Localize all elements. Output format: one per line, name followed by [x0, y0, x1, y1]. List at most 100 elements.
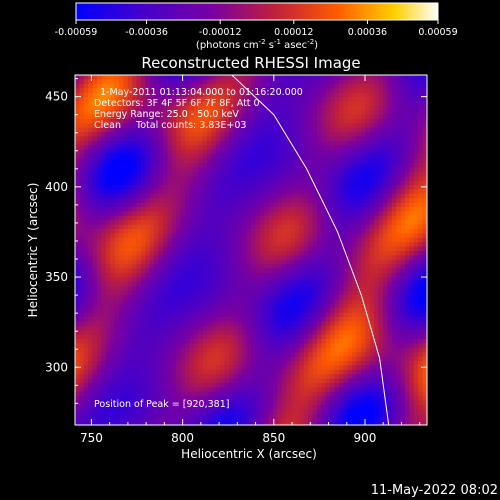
heatmap-cell — [400, 119, 406, 124]
heatmap-cell — [193, 255, 199, 261]
heatmap-cell — [88, 75, 93, 80]
heatmap-cell — [101, 277, 107, 283]
heatmap-cell — [233, 343, 239, 349]
heatmap-cell — [180, 145, 186, 151]
heatmap-cell — [127, 215, 133, 221]
heatmap-cell — [185, 268, 190, 274]
heatmap-cell — [101, 295, 107, 300]
heatmap-cell — [171, 215, 177, 221]
heatmap-cell — [207, 246, 212, 252]
heatmap-cell — [220, 233, 225, 239]
heatmap-cell — [163, 229, 168, 234]
heatmap-cell — [343, 295, 349, 300]
heatmap-cell — [312, 185, 318, 190]
heatmap-cell — [246, 273, 252, 278]
heatmap-cell — [237, 220, 243, 225]
heatmap-cell — [215, 290, 221, 296]
heatmap-cell — [114, 255, 120, 261]
heatmap-cell — [127, 308, 133, 313]
heatmap-cell — [119, 158, 124, 164]
heatmap-cell — [374, 101, 379, 107]
heatmap-cell — [127, 277, 133, 283]
heatmap-cell — [347, 268, 353, 274]
heatmap-cell — [303, 92, 309, 98]
heatmap-cell — [105, 339, 111, 344]
heatmap-cell — [119, 97, 124, 102]
heatmap-cell — [299, 110, 305, 115]
heatmap-cell — [180, 189, 186, 195]
heatmap-cell — [92, 114, 98, 120]
heatmap-cell — [422, 215, 427, 221]
heatmap-cell — [413, 277, 419, 283]
heatmap-cell — [189, 273, 195, 278]
heatmap-cell — [251, 268, 256, 274]
heatmap-cell — [105, 286, 111, 291]
heatmap-cell — [237, 286, 243, 291]
heatmap-cell — [264, 330, 269, 335]
heatmap-cell — [321, 312, 327, 318]
heatmap-cell — [88, 277, 93, 283]
heatmap-cell — [347, 321, 353, 327]
heatmap-cell — [171, 132, 177, 137]
heatmap-cell — [167, 101, 173, 107]
heatmap-cell — [330, 259, 335, 265]
heatmap-cell — [374, 343, 379, 349]
heatmap-cell — [79, 141, 85, 146]
heatmap-cell — [387, 110, 393, 115]
heatmap-cell — [352, 202, 357, 208]
heatmap-cell — [396, 114, 401, 120]
heatmap-cell — [229, 242, 234, 247]
heatmap-cell — [83, 325, 89, 331]
heatmap-cell — [409, 88, 415, 93]
heatmap-cell — [193, 312, 199, 318]
heatmap-cell — [189, 75, 195, 80]
heatmap-cell — [211, 119, 217, 124]
heatmap-cell — [281, 110, 287, 115]
heatmap-cell — [255, 242, 261, 247]
heatmap-cell — [158, 295, 164, 300]
heatmap-cell — [224, 88, 230, 93]
heatmap-cell — [101, 317, 107, 322]
heatmap-cell — [105, 114, 111, 120]
heatmap-cell — [127, 141, 133, 146]
heatmap-cell — [220, 97, 225, 102]
heatmap-cell — [193, 299, 199, 305]
heatmap-cell — [75, 255, 80, 261]
heatmap-cell — [277, 308, 283, 313]
heatmap-cell — [136, 224, 142, 230]
heatmap-cell — [167, 295, 173, 300]
heatmap-cell — [110, 237, 115, 243]
heatmap-cell — [391, 303, 397, 309]
heatmap-cell — [79, 303, 85, 309]
heatmap-cell — [369, 220, 375, 225]
heatmap-cell — [207, 233, 212, 239]
heatmap-cell — [352, 114, 357, 120]
heatmap-cell — [75, 259, 80, 265]
heatmap-cell — [321, 141, 327, 146]
heatmap-cell — [211, 281, 217, 287]
heatmap-cell — [290, 343, 296, 349]
heatmap-cell — [418, 110, 423, 115]
heatmap-cell — [330, 185, 335, 190]
heatmap-cell — [352, 149, 357, 155]
heatmap-cell — [97, 110, 102, 115]
heatmap-cell — [405, 242, 410, 247]
heatmap-cell — [317, 286, 322, 291]
heatmap-cell — [237, 273, 243, 278]
heatmap-cell — [158, 167, 164, 173]
heatmap-cell — [255, 123, 261, 129]
heatmap-cell — [290, 189, 296, 195]
heatmap-cell — [127, 290, 133, 296]
heatmap-cell — [281, 290, 287, 296]
heatmap-cell — [422, 224, 427, 230]
heatmap-cell — [92, 295, 98, 300]
heatmap-cell — [242, 242, 247, 247]
heatmap-cell — [374, 83, 379, 89]
heatmap-cell — [400, 308, 406, 313]
heatmap-cell — [229, 290, 234, 296]
heatmap-cell — [339, 211, 344, 217]
heatmap-cell — [193, 259, 199, 265]
heatmap-cell — [123, 167, 129, 173]
heatmap-cell — [220, 202, 225, 208]
heatmap-cell — [119, 101, 124, 107]
